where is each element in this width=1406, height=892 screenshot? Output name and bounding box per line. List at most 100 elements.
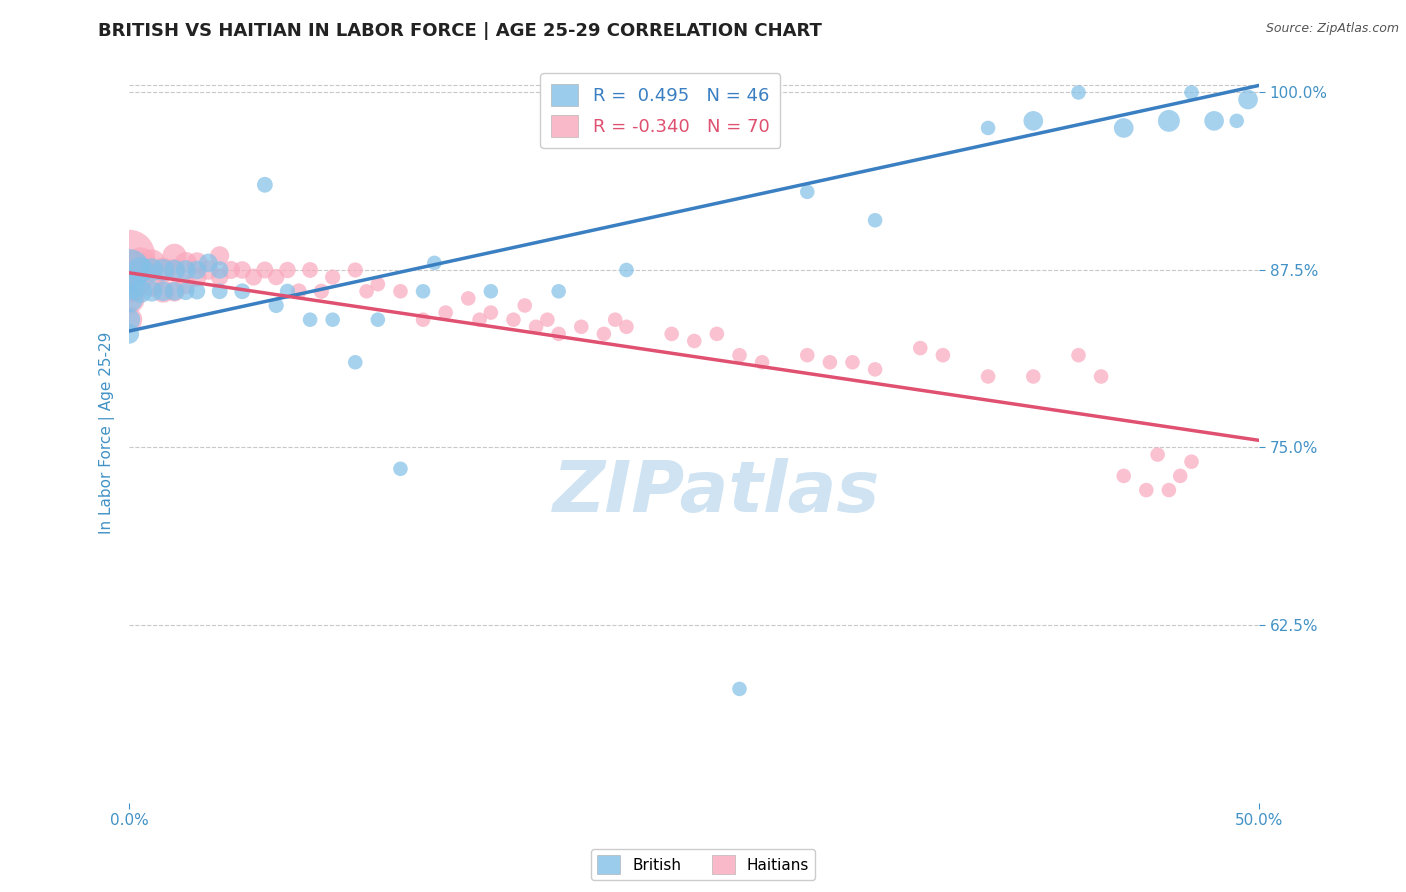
- Point: [276, 263, 298, 277]
- Point: [818, 355, 841, 369]
- Point: [118, 263, 141, 277]
- Point: [208, 285, 231, 299]
- Point: [118, 277, 141, 292]
- Point: [287, 285, 309, 299]
- Point: [468, 312, 491, 326]
- Point: [163, 263, 186, 277]
- Point: [367, 312, 389, 326]
- Point: [208, 270, 231, 285]
- Point: [118, 292, 141, 306]
- Point: [322, 270, 344, 285]
- Point: [434, 305, 457, 319]
- Point: [977, 120, 1000, 135]
- Y-axis label: In Labor Force | Age 25-29: In Labor Force | Age 25-29: [100, 332, 115, 534]
- Point: [1180, 455, 1202, 469]
- Point: [536, 312, 558, 326]
- Point: [1022, 369, 1045, 384]
- Point: [186, 285, 208, 299]
- Point: [1112, 120, 1135, 135]
- Point: [728, 348, 751, 362]
- Point: [129, 285, 152, 299]
- Point: [479, 285, 502, 299]
- Point: [152, 285, 174, 299]
- Point: [118, 292, 141, 306]
- Point: [1112, 469, 1135, 483]
- Legend: R =  0.495   N = 46, R = -0.340   N = 70: R = 0.495 N = 46, R = -0.340 N = 70: [540, 73, 780, 148]
- Point: [1204, 113, 1226, 128]
- Point: [547, 326, 569, 341]
- Point: [174, 277, 197, 292]
- Point: [231, 263, 253, 277]
- Point: [977, 369, 1000, 384]
- Point: [163, 249, 186, 263]
- Point: [219, 263, 242, 277]
- Point: [344, 355, 367, 369]
- Point: [129, 270, 152, 285]
- Point: [129, 256, 152, 270]
- Point: [569, 319, 592, 334]
- Point: [605, 312, 627, 326]
- Point: [412, 285, 434, 299]
- Point: [706, 326, 728, 341]
- Point: [129, 263, 152, 277]
- Point: [389, 462, 412, 476]
- Point: [344, 263, 367, 277]
- Point: [299, 312, 322, 326]
- Point: [253, 178, 276, 192]
- Point: [661, 326, 683, 341]
- Point: [118, 312, 141, 326]
- Point: [152, 285, 174, 299]
- Point: [242, 270, 264, 285]
- Point: [841, 355, 863, 369]
- Point: [311, 285, 333, 299]
- Point: [751, 355, 773, 369]
- Point: [863, 362, 886, 376]
- Point: [253, 263, 276, 277]
- Point: [264, 298, 287, 312]
- Point: [728, 681, 751, 696]
- Point: [1067, 348, 1090, 362]
- Point: [322, 312, 344, 326]
- Point: [910, 341, 932, 355]
- Point: [141, 263, 163, 277]
- Legend: British, Haitians: British, Haitians: [591, 849, 815, 880]
- Point: [423, 256, 446, 270]
- Point: [231, 285, 253, 299]
- Point: [152, 263, 174, 277]
- Point: [479, 305, 502, 319]
- Point: [197, 263, 219, 277]
- Point: [1135, 483, 1157, 497]
- Point: [141, 285, 163, 299]
- Point: [186, 263, 208, 277]
- Point: [1090, 369, 1112, 384]
- Point: [863, 213, 886, 227]
- Point: [1157, 113, 1180, 128]
- Point: [796, 348, 818, 362]
- Point: [547, 285, 569, 299]
- Point: [276, 285, 298, 299]
- Point: [141, 277, 163, 292]
- Point: [389, 285, 412, 299]
- Point: [174, 285, 197, 299]
- Text: BRITISH VS HAITIAN IN LABOR FORCE | AGE 25-29 CORRELATION CHART: BRITISH VS HAITIAN IN LABOR FORCE | AGE …: [98, 22, 823, 40]
- Point: [174, 263, 197, 277]
- Point: [367, 277, 389, 292]
- Point: [152, 263, 174, 277]
- Point: [412, 312, 434, 326]
- Point: [457, 292, 479, 306]
- Point: [299, 263, 322, 277]
- Point: [683, 334, 706, 348]
- Point: [1067, 86, 1090, 100]
- Point: [616, 263, 638, 277]
- Point: [186, 270, 208, 285]
- Point: [141, 256, 163, 270]
- Point: [118, 277, 141, 292]
- Point: [208, 249, 231, 263]
- Point: [616, 319, 638, 334]
- Point: [932, 348, 955, 362]
- Point: [163, 285, 186, 299]
- Point: [1146, 448, 1168, 462]
- Point: [1168, 469, 1191, 483]
- Text: ZIPatlas: ZIPatlas: [553, 458, 880, 527]
- Point: [513, 298, 536, 312]
